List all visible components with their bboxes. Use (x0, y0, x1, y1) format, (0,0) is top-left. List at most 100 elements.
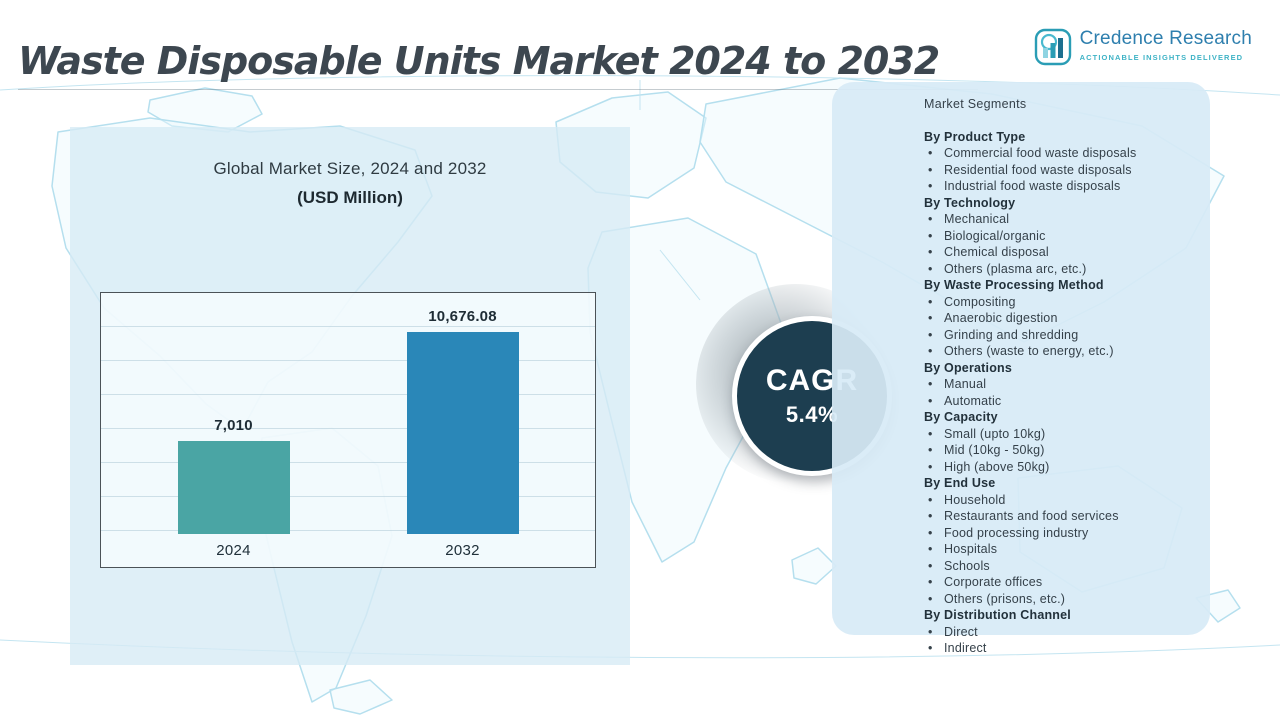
segment-item: • Others (prisons, etc.) (924, 591, 1192, 608)
bar-column-2032: 10,676.08 2032 (406, 308, 519, 559)
bullet-icon: • (928, 245, 933, 259)
bullet-icon: • (928, 641, 933, 655)
bullet-icon: • (928, 426, 933, 441)
segment-group-heading: By Operations (924, 360, 1013, 375)
segment-item-label: Hospitals (944, 542, 998, 556)
segment-item: • Household (924, 492, 1192, 509)
segment-item: • Restaurants and food services (924, 508, 1192, 525)
segment-item: • Residential food waste disposals (924, 162, 1192, 179)
segment-item-label: Industrial food waste disposals (944, 179, 1121, 193)
segment-item: • Others (waste to energy, etc.) (924, 343, 1192, 360)
segment-item-label: Anaerobic digestion (944, 311, 1058, 325)
brand-tagline: ACTIONABLE INSIGHTS DELIVERED (1079, 53, 1244, 62)
bullet-icon: • (928, 624, 933, 639)
segment-group-heading: By End Use (924, 476, 996, 490)
bullet-icon: • (928, 228, 933, 243)
segment-item: • Direct (924, 624, 1192, 641)
bullet-icon: • (928, 542, 933, 556)
segment-item: • Biological/organic (924, 228, 1192, 245)
bar-category-label: 2032 (445, 542, 480, 559)
segment-item-label: Biological/organic (944, 228, 1046, 243)
segment-item-label: Restaurants and food services (944, 509, 1119, 523)
bar-value-label: 7,010 (214, 417, 253, 434)
segment-item-label: Others (waste to energy, etc.) (944, 344, 1114, 358)
bullet-icon: • (928, 492, 933, 507)
segment-item-label: Corporate offices (944, 575, 1043, 589)
segment-item: • Indirect (924, 640, 1192, 657)
segment-item: • Industrial food waste disposals (924, 178, 1192, 195)
segment-group-heading: By Waste Processing Method (924, 278, 1104, 292)
bar-category-label: 2024 (216, 542, 251, 559)
segment-item-label: Indirect (944, 641, 987, 655)
segment-item: • Manual (924, 376, 1192, 393)
market-segments-panel: Market Segments By Product Type • Commerci… (832, 82, 1210, 655)
segment-item: • Mid (10kg - 50kg) (924, 442, 1192, 459)
segment-group-heading: By Technology (924, 195, 1016, 210)
bar-chart-plot-area: 7,010 2024 10,676.08 2032 (101, 293, 595, 559)
chart-title: Global Market Size, 2024 and 2032 (213, 159, 487, 178)
segments-list: By Product Type • Commercial food waste di… (924, 129, 1192, 657)
segment-item-label: Automatic (944, 393, 1002, 408)
bullet-icon: • (928, 179, 933, 193)
segment-item-label: Residential food waste disposals (944, 162, 1132, 177)
brand-name: Credence Research (1079, 28, 1252, 49)
segment-item: • Corporate offices (924, 574, 1192, 591)
segment-item: • Schools (924, 558, 1192, 575)
bullet-icon: • (928, 509, 933, 523)
segment-item: • Anaerobic digestion (924, 310, 1192, 327)
bullet-icon: • (928, 311, 933, 325)
segment-item: • Grinding and shredding (924, 327, 1192, 344)
segment-item-label: Compositing (944, 294, 1016, 309)
segment-item: • Mechanical (924, 211, 1192, 228)
segment-item-label: Chemical disposal (944, 245, 1049, 259)
bullet-icon: • (928, 377, 933, 391)
segment-item: • Automatic (924, 393, 1192, 410)
segment-item-label: Household (944, 492, 1006, 507)
bullet-icon: • (928, 162, 933, 177)
bar-2032 (406, 332, 519, 534)
bullet-icon: • (928, 575, 933, 589)
market-size-panel: Global Market Size, 2024 and 2032 (USD M… (70, 127, 630, 665)
segment-item: • Chemical disposal (924, 244, 1192, 261)
bullet-icon: • (928, 212, 933, 226)
bullet-icon: • (928, 344, 933, 358)
bullet-icon: • (928, 261, 933, 276)
bullet-icon: • (928, 146, 933, 160)
segment-item-label: Small (upto 10kg) (944, 426, 1046, 441)
bullet-icon: • (928, 393, 933, 408)
segment-item-label: Commercial food waste disposals (944, 146, 1137, 160)
segment-item: • Hospitals (924, 541, 1192, 558)
segment-item-label: Schools (944, 558, 990, 573)
segment-item: • Food processing industry (924, 525, 1192, 542)
segment-item-label: Others (plasma arc, etc.) (944, 261, 1087, 276)
segment-item: • High (above 50kg) (924, 459, 1192, 476)
segment-item-label: Others (prisons, etc.) (944, 591, 1066, 606)
segment-item-label: Mechanical (944, 212, 1010, 226)
bar-2024 (177, 441, 290, 534)
segment-item: • Small (upto 10kg) (924, 426, 1192, 443)
bar-chart: 7,010 2024 10,676.08 2032 (100, 292, 596, 568)
bullet-icon: • (928, 294, 933, 309)
brand-logo: Credence Research ACTIONABLE INSIGHTS DE… (1034, 28, 1252, 66)
segment-item-label: Direct (944, 624, 978, 639)
bullet-icon: • (928, 558, 933, 573)
bullet-icon: • (928, 591, 933, 606)
segment-group-heading: By Capacity (924, 410, 998, 424)
bullet-icon: • (928, 459, 933, 474)
page-title: Waste Disposable Units Market 2024 to 20… (18, 39, 978, 91)
segment-item-label: Manual (944, 377, 987, 391)
segment-item-label: Mid (10kg - 50kg) (944, 443, 1045, 457)
bullet-icon: • (928, 525, 933, 540)
segment-item: • Commercial food waste disposals (924, 145, 1192, 162)
segment-group-heading: By Distribution Channel (924, 608, 1071, 622)
segments-title: Market Segments (924, 97, 1027, 111)
credence-logo-icon (1034, 28, 1071, 66)
bar-value-label: 10,676.08 (428, 308, 497, 325)
bar-column-2024: 7,010 2024 (177, 417, 290, 559)
segment-item-label: Food processing industry (944, 525, 1089, 540)
bullet-icon: • (928, 327, 933, 342)
segment-item: • Compositing (924, 294, 1192, 311)
segment-group-heading: By Product Type (924, 129, 1026, 144)
chart-subtitle: (USD Million) (297, 188, 403, 207)
